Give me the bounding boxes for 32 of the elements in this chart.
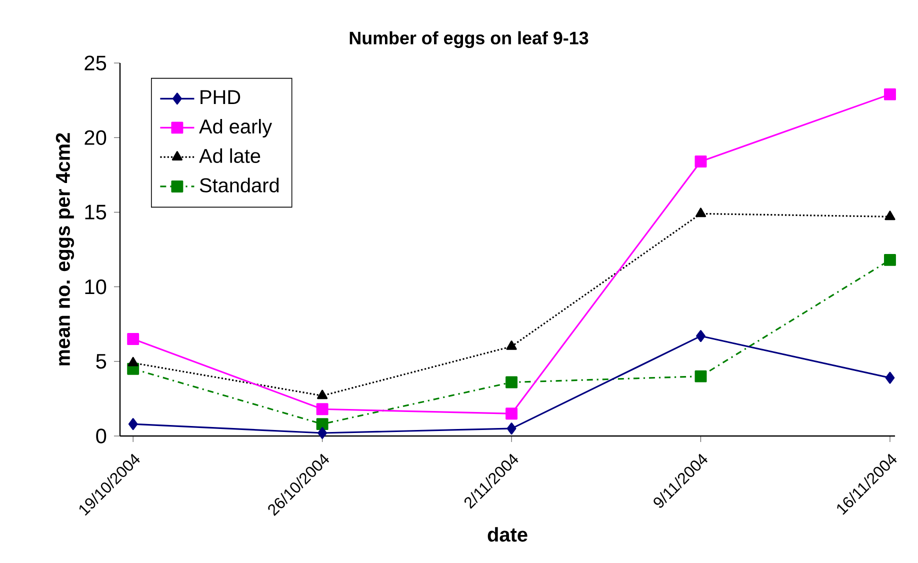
- point: [317, 390, 328, 400]
- point: [884, 210, 896, 220]
- y-tick-label: 0: [96, 428, 106, 444]
- y-tick-label: 15: [85, 204, 106, 220]
- x-axis-title: date: [488, 527, 528, 542]
- point: [316, 418, 328, 430]
- point: [316, 403, 328, 416]
- point: [696, 330, 706, 342]
- point: [128, 418, 138, 430]
- point: [884, 254, 896, 266]
- point: [694, 155, 707, 168]
- y-tick-label: 10: [85, 279, 106, 294]
- y-tick-label: 25: [84, 56, 106, 70]
- point: [506, 408, 518, 420]
- point: [884, 88, 896, 100]
- legend-label: Ad late: [199, 148, 260, 163]
- point: [885, 372, 895, 384]
- chart-title: Number of eggs on leaf 9-13: [350, 31, 588, 48]
- point: [128, 356, 138, 366]
- point: [506, 340, 517, 350]
- legend-label: Ad early: [199, 118, 272, 138]
- y-tick-label: 20: [84, 130, 106, 146]
- y-axis-title: mean no. eggs per 4cm2: [56, 133, 74, 366]
- point: [506, 376, 518, 388]
- legend-label: Standard: [200, 178, 279, 192]
- point: [318, 427, 327, 439]
- legend-label: PHD: [200, 90, 240, 104]
- point: [127, 333, 140, 346]
- y-tick-label: 5: [96, 354, 106, 369]
- point: [506, 422, 516, 435]
- point: [695, 208, 706, 218]
- point: [694, 370, 707, 382]
